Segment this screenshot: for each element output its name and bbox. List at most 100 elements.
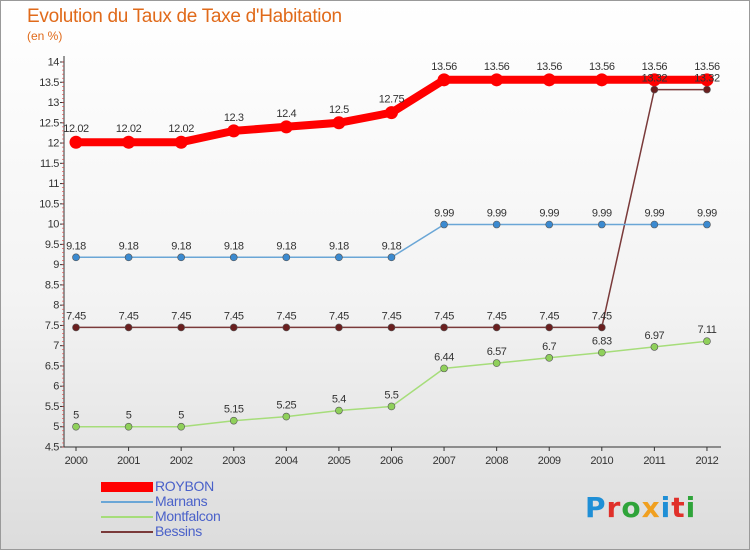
data-label: 9.18 xyxy=(382,240,402,252)
data-point xyxy=(647,73,661,87)
legend-swatch xyxy=(101,501,153,503)
data-point xyxy=(229,253,238,262)
data-point xyxy=(387,323,396,332)
data-label: 6.97 xyxy=(644,330,664,342)
data-point xyxy=(335,406,343,415)
x-tick-label: 2000 xyxy=(65,455,88,467)
legend-item-bessins: Bessins xyxy=(101,523,261,539)
y-tick-label: 8.5 xyxy=(45,279,59,291)
y-tick-label: 12.5 xyxy=(39,117,59,129)
legend-swatch xyxy=(101,531,153,533)
y-tick-label: 13.5 xyxy=(39,77,59,89)
data-label: 13.56 xyxy=(642,61,668,73)
data-point xyxy=(72,422,80,431)
data-point xyxy=(650,343,659,351)
data-label: 9.18 xyxy=(66,240,86,252)
data-point xyxy=(597,220,606,229)
x-tick-label: 2012 xyxy=(696,455,719,467)
data-label: 7.45 xyxy=(276,310,296,322)
logo-letter: r xyxy=(606,491,622,524)
data-point xyxy=(124,323,133,332)
data-point xyxy=(335,323,343,332)
data-point xyxy=(282,253,291,262)
logo-letter: i xyxy=(685,491,697,524)
x-tick-label: 2008 xyxy=(485,455,508,467)
data-point xyxy=(229,323,238,332)
data-label: 9.99 xyxy=(697,208,717,220)
data-point xyxy=(492,220,501,229)
data-label: 9.99 xyxy=(539,208,559,220)
data-point xyxy=(440,323,448,332)
data-point xyxy=(650,220,659,229)
data-point xyxy=(700,73,714,87)
data-label: 13.32 xyxy=(694,73,720,85)
x-tick-label: 2010 xyxy=(590,455,613,467)
data-point xyxy=(72,253,80,262)
data-point xyxy=(282,412,291,421)
data-point xyxy=(177,253,185,262)
data-label: 9.18 xyxy=(329,240,349,252)
data-point xyxy=(384,106,398,120)
data-label: 5 xyxy=(73,410,79,422)
data-point xyxy=(124,422,133,431)
data-point xyxy=(545,323,554,332)
data-label: 12.3 xyxy=(224,112,244,124)
y-tick-label: 9.5 xyxy=(45,239,59,251)
data-label: 6.83 xyxy=(592,336,612,348)
data-point xyxy=(69,135,83,149)
logo-letter: i xyxy=(660,491,672,524)
data-label: 13.56 xyxy=(431,61,457,73)
data-point xyxy=(490,73,504,87)
data-label: 5 xyxy=(126,410,132,422)
data-point xyxy=(387,253,396,262)
data-point xyxy=(122,135,136,149)
data-label: 7.45 xyxy=(487,310,507,322)
data-label: 13.56 xyxy=(484,61,510,73)
data-label: 7.45 xyxy=(171,310,191,322)
legend-swatch xyxy=(101,482,153,492)
data-label: 5 xyxy=(178,410,184,422)
y-tick-label: 7 xyxy=(53,340,59,352)
legend-item-marnans: Marnans xyxy=(101,493,261,509)
data-label: 7.11 xyxy=(697,324,716,336)
data-point xyxy=(542,73,556,87)
data-label: 9.18 xyxy=(224,240,244,252)
legend-label: Marnans xyxy=(155,493,208,509)
data-label: 12.02 xyxy=(168,123,194,135)
data-label: 13.32 xyxy=(642,73,668,85)
data-label: 12.02 xyxy=(63,123,89,135)
data-label: 9.99 xyxy=(434,208,454,220)
data-point xyxy=(703,337,711,346)
data-label: 13.56 xyxy=(536,61,562,73)
data-point xyxy=(335,253,343,262)
y-tick-label: 13 xyxy=(48,97,60,109)
chart-unit: (en %) xyxy=(27,29,63,43)
data-point xyxy=(595,73,609,87)
data-label: 12.4 xyxy=(276,108,296,120)
legend-label: Bessins xyxy=(155,523,202,539)
data-point xyxy=(387,402,396,411)
data-label: 9.99 xyxy=(592,208,612,220)
x-tick-label: 2011 xyxy=(643,455,665,467)
x-tick-label: 2006 xyxy=(380,455,403,467)
x-tick-label: 2007 xyxy=(433,455,456,467)
data-label: 9.18 xyxy=(119,240,139,252)
logo-letter: x xyxy=(641,491,661,524)
data-label: 5.4 xyxy=(332,394,346,406)
legend-label: Montfalcon xyxy=(155,508,221,524)
y-tick-label: 8 xyxy=(53,300,59,312)
y-tick-label: 6.5 xyxy=(45,360,59,372)
data-point xyxy=(545,354,554,362)
data-label: 7.45 xyxy=(539,310,559,322)
data-point xyxy=(492,359,501,367)
chart-title: Evolution du Taux de Taxe d'Habitation xyxy=(27,6,342,27)
x-tick-label: 2005 xyxy=(327,455,350,467)
legend-item-roybon: ROYBON xyxy=(101,478,261,494)
data-label: 6.57 xyxy=(487,346,507,358)
x-tick-label: 2002 xyxy=(170,455,193,467)
data-label: 9.99 xyxy=(644,208,664,220)
data-label: 9.18 xyxy=(276,240,296,252)
data-point xyxy=(440,364,448,373)
